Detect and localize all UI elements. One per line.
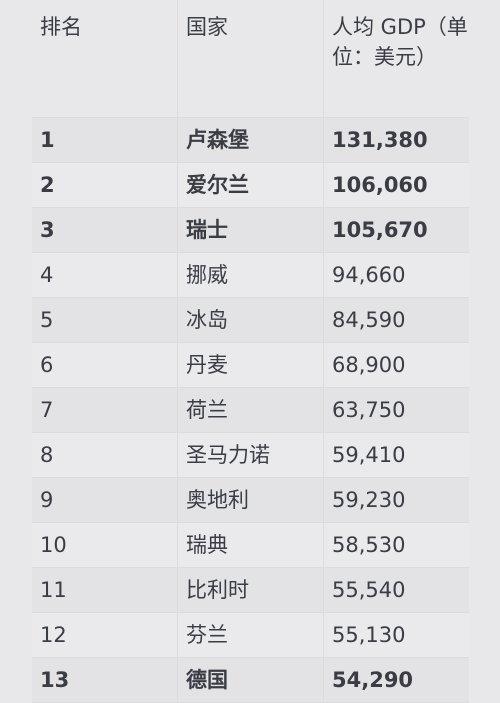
table-row: 5 冰岛 84,590 bbox=[32, 298, 469, 343]
table-body: 1 卢森堡 131,380 2 爱尔兰 106,060 3 瑞士 105,670 4 挪威 94,66… bbox=[32, 118, 469, 703]
gdp-cell: 68,900 bbox=[332, 353, 406, 377]
rank-cell: 1 bbox=[32, 118, 178, 162]
header-rank: 排名 bbox=[32, 0, 178, 117]
rank-cell: 8 bbox=[32, 433, 178, 477]
rank-cell: 11 bbox=[32, 568, 178, 612]
gdp-cell: 58,530 bbox=[332, 533, 406, 557]
country-cell: 冰岛 bbox=[178, 298, 324, 342]
country-cell: 芬兰 bbox=[178, 613, 324, 657]
gdp-cell: 59,230 bbox=[332, 488, 406, 512]
table-row: 4 挪威 94,660 bbox=[32, 253, 469, 298]
country-cell: 德国 bbox=[178, 658, 324, 702]
gdp-cell: 59,410 bbox=[332, 443, 406, 467]
country-cell: 爱尔兰 bbox=[178, 163, 324, 207]
table-row: 10 瑞典 58,530 bbox=[32, 523, 469, 568]
rank-cell: 5 bbox=[32, 298, 178, 342]
gdp-cell: 63,750 bbox=[332, 398, 406, 422]
rank-cell: 9 bbox=[32, 478, 178, 522]
gdp-cell: 106,060 bbox=[332, 173, 428, 197]
gdp-cell: 105,670 bbox=[332, 218, 428, 242]
rank-cell: 13 bbox=[32, 658, 178, 702]
gdp-cell: 55,130 bbox=[332, 623, 406, 647]
country-cell: 荷兰 bbox=[178, 388, 324, 432]
table-row: 3 瑞士 105,670 bbox=[32, 208, 469, 253]
rank-cell: 3 bbox=[32, 208, 178, 252]
table-row: 1 卢森堡 131,380 bbox=[32, 118, 469, 163]
rank-cell: 7 bbox=[32, 388, 178, 432]
rank-cell: 12 bbox=[32, 613, 178, 657]
table-header-row: 排名 国家 人均 GDP（单位：美元） bbox=[32, 0, 469, 118]
rank-cell: 4 bbox=[32, 253, 178, 297]
rank-cell: 2 bbox=[32, 163, 178, 207]
table-row: 11 比利时 55,540 bbox=[32, 568, 469, 613]
country-cell: 奥地利 bbox=[178, 478, 324, 522]
country-cell: 瑞典 bbox=[178, 523, 324, 567]
country-cell: 卢森堡 bbox=[178, 118, 324, 162]
table-row: 2 爱尔兰 106,060 bbox=[32, 163, 469, 208]
country-cell: 比利时 bbox=[178, 568, 324, 612]
country-cell: 挪威 bbox=[178, 253, 324, 297]
gdp-cell: 131,380 bbox=[332, 128, 428, 152]
gdp-cell: 94,660 bbox=[332, 263, 406, 287]
table-row: 8 圣马力诺 59,410 bbox=[32, 433, 469, 478]
table-row: 12 芬兰 55,130 bbox=[32, 613, 469, 658]
table-row: 9 奥地利 59,230 bbox=[32, 478, 469, 523]
country-cell: 瑞士 bbox=[178, 208, 324, 252]
gdp-table: 排名 国家 人均 GDP（单位：美元） 1 卢森堡 131,380 2 爱尔兰 106,0… bbox=[32, 0, 469, 703]
gdp-cell: 54,290 bbox=[332, 668, 414, 692]
rank-cell: 6 bbox=[32, 343, 178, 387]
table-row: 7 荷兰 63,750 bbox=[32, 388, 469, 433]
country-cell: 丹麦 bbox=[178, 343, 324, 387]
header-country: 国家 bbox=[178, 0, 324, 117]
country-cell: 圣马力诺 bbox=[178, 433, 324, 477]
header-gdp: 人均 GDP（单位：美元） bbox=[332, 15, 468, 69]
rank-cell: 10 bbox=[32, 523, 178, 567]
table-row: 13 德国 54,290 bbox=[32, 658, 469, 703]
table-row: 6 丹麦 68,900 bbox=[32, 343, 469, 388]
gdp-cell: 55,540 bbox=[332, 578, 406, 602]
gdp-cell: 84,590 bbox=[332, 308, 406, 332]
